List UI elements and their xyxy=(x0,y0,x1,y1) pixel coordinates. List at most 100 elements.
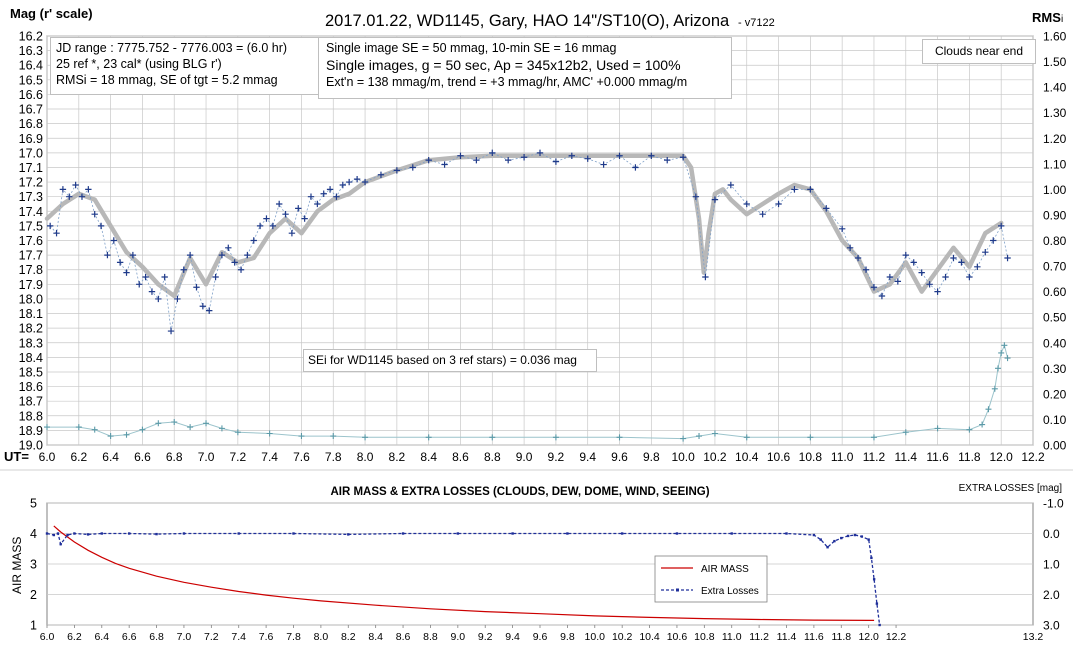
magnitude-point xyxy=(934,288,941,295)
magnitude-point xyxy=(942,273,949,281)
x-tick-label: 10.8 xyxy=(694,631,715,643)
magnitude-point xyxy=(648,152,655,159)
magnitude-point xyxy=(256,222,264,230)
y-left-tick-label: 19.0 xyxy=(19,439,43,453)
rms-point xyxy=(107,433,114,440)
y-left-tick-label: 18.1 xyxy=(19,307,43,321)
extra-losses-point xyxy=(237,532,240,535)
x-tick-label: 10.4 xyxy=(735,450,759,464)
extra-losses-point xyxy=(785,532,788,535)
rms-point xyxy=(985,406,992,413)
rms-point xyxy=(203,420,210,427)
y-right-tick-label: 0.10 xyxy=(1043,413,1067,427)
rms-point xyxy=(91,426,98,433)
x-tick-label: 6.0 xyxy=(39,450,56,464)
y-left-tick-label: 3 xyxy=(30,558,37,572)
x-tick-label: 9.8 xyxy=(643,450,660,464)
x-tick-label: 10.2 xyxy=(703,450,727,464)
x-tick-label: 9.8 xyxy=(560,631,575,643)
y-left-tick-label: 17.6 xyxy=(19,234,43,248)
y-right-tick-label: 0.50 xyxy=(1043,311,1067,325)
y-left-tick-label: 16.8 xyxy=(19,117,43,131)
magnitude-point xyxy=(791,186,798,193)
y-left-tick-label: 17.5 xyxy=(19,219,43,233)
y-right-tick-label: 1.30 xyxy=(1043,106,1067,120)
y-left-tick-label: 16.9 xyxy=(19,132,43,146)
x-tick-label: 10.0 xyxy=(671,450,695,464)
image-stats-box: Single image SE = 50 mmag, 10-min SE = 1… xyxy=(318,37,732,99)
extra-losses-point xyxy=(875,602,879,605)
magnitude-point xyxy=(489,149,496,157)
y-right-tick-label: 0.80 xyxy=(1043,234,1067,248)
extra-losses-point xyxy=(833,539,836,543)
extra-losses-point xyxy=(675,532,679,535)
magnitude-point xyxy=(702,273,709,281)
magnitude-point xyxy=(142,273,149,281)
rms-point xyxy=(75,424,82,431)
y-right-tick-label: 0.30 xyxy=(1043,362,1067,376)
y-right-tick-label: 3.0 xyxy=(1043,619,1060,633)
y-left-tick-label: 17.0 xyxy=(19,146,43,160)
y-left-tick-label: 5 xyxy=(30,497,37,511)
magnitude-point xyxy=(136,281,143,288)
magnitude-point xyxy=(393,167,401,174)
magnitude-point xyxy=(59,186,67,193)
magnitude-point xyxy=(807,186,814,193)
rms-point xyxy=(1001,342,1008,349)
extra-losses-point xyxy=(456,532,460,535)
rms-point xyxy=(44,424,50,431)
magnitude-point xyxy=(116,259,124,266)
y-left-tick-label: 17.8 xyxy=(19,263,43,277)
y-left-tick-label: 18.9 xyxy=(19,424,43,438)
magnitude-point xyxy=(155,295,162,303)
y-right-tick-label: 0.90 xyxy=(1043,208,1067,222)
magnitude-point xyxy=(958,259,965,266)
rms-point xyxy=(998,349,1005,356)
magnitude-point xyxy=(225,244,232,252)
magnitude-panel: 16.216.316.416.516.616.716.816.917.017.1… xyxy=(0,6,1073,471)
extra-losses-point xyxy=(52,533,56,537)
rms-point xyxy=(362,434,369,441)
magnitude-point xyxy=(320,190,327,197)
x-tick-label: 11.8 xyxy=(958,450,981,464)
extra-losses-point xyxy=(812,533,816,537)
magnitude-point xyxy=(353,175,361,183)
y-right-tick-label: 1.50 xyxy=(1043,55,1067,69)
y-right-tick-label: 1.60 xyxy=(1043,30,1067,44)
y-left-tick-label: 18.3 xyxy=(19,336,43,350)
y-right-tick-label: 2.0 xyxy=(1043,588,1060,602)
magnitude-point xyxy=(982,248,989,256)
rms-point xyxy=(425,434,432,441)
magnitude-point xyxy=(473,156,480,164)
magnitude-point xyxy=(520,154,528,161)
magnitude-point xyxy=(870,284,878,291)
x-tick-label: 7.2 xyxy=(204,631,219,643)
extra-losses-point xyxy=(182,532,186,535)
extra-losses-point xyxy=(100,532,103,535)
image-stats-line-2: Single images, g = 50 sec, Ap = 345x12b2… xyxy=(326,57,681,73)
x-tick-label: 9.6 xyxy=(611,450,628,464)
magnitude-point xyxy=(307,193,315,200)
magnitude-point xyxy=(104,251,111,259)
rms-point xyxy=(139,426,146,433)
y-left-tick-label: 16.5 xyxy=(19,73,43,87)
magnitude-point xyxy=(441,161,448,168)
x-tick-label: 10.8 xyxy=(799,450,823,464)
x-tick-label: 6.0 xyxy=(40,631,55,643)
y-right-tick-label: 0.0 xyxy=(1043,527,1060,541)
x-tick-label: 9.4 xyxy=(579,450,596,464)
magnitude-point xyxy=(180,266,187,273)
y-left-tick-label: 17.7 xyxy=(19,249,43,263)
magnitude-point xyxy=(186,251,194,259)
magnitude-point xyxy=(692,193,700,200)
x-axis-label: UT= xyxy=(4,449,29,464)
jd-info-line-1: JD range : 7775.752 - 7776.003 = (6.0 hr… xyxy=(56,41,288,55)
magnitude-connector-line xyxy=(49,152,1008,332)
rms-point xyxy=(187,424,194,431)
y-right-tick-label: 1.0 xyxy=(1043,558,1060,572)
magnitude-point xyxy=(212,273,219,281)
magnitude-point xyxy=(193,284,200,291)
extra-losses-point xyxy=(292,532,295,535)
extra-losses-point xyxy=(45,532,49,535)
x-tick-label: 7.8 xyxy=(286,631,301,643)
